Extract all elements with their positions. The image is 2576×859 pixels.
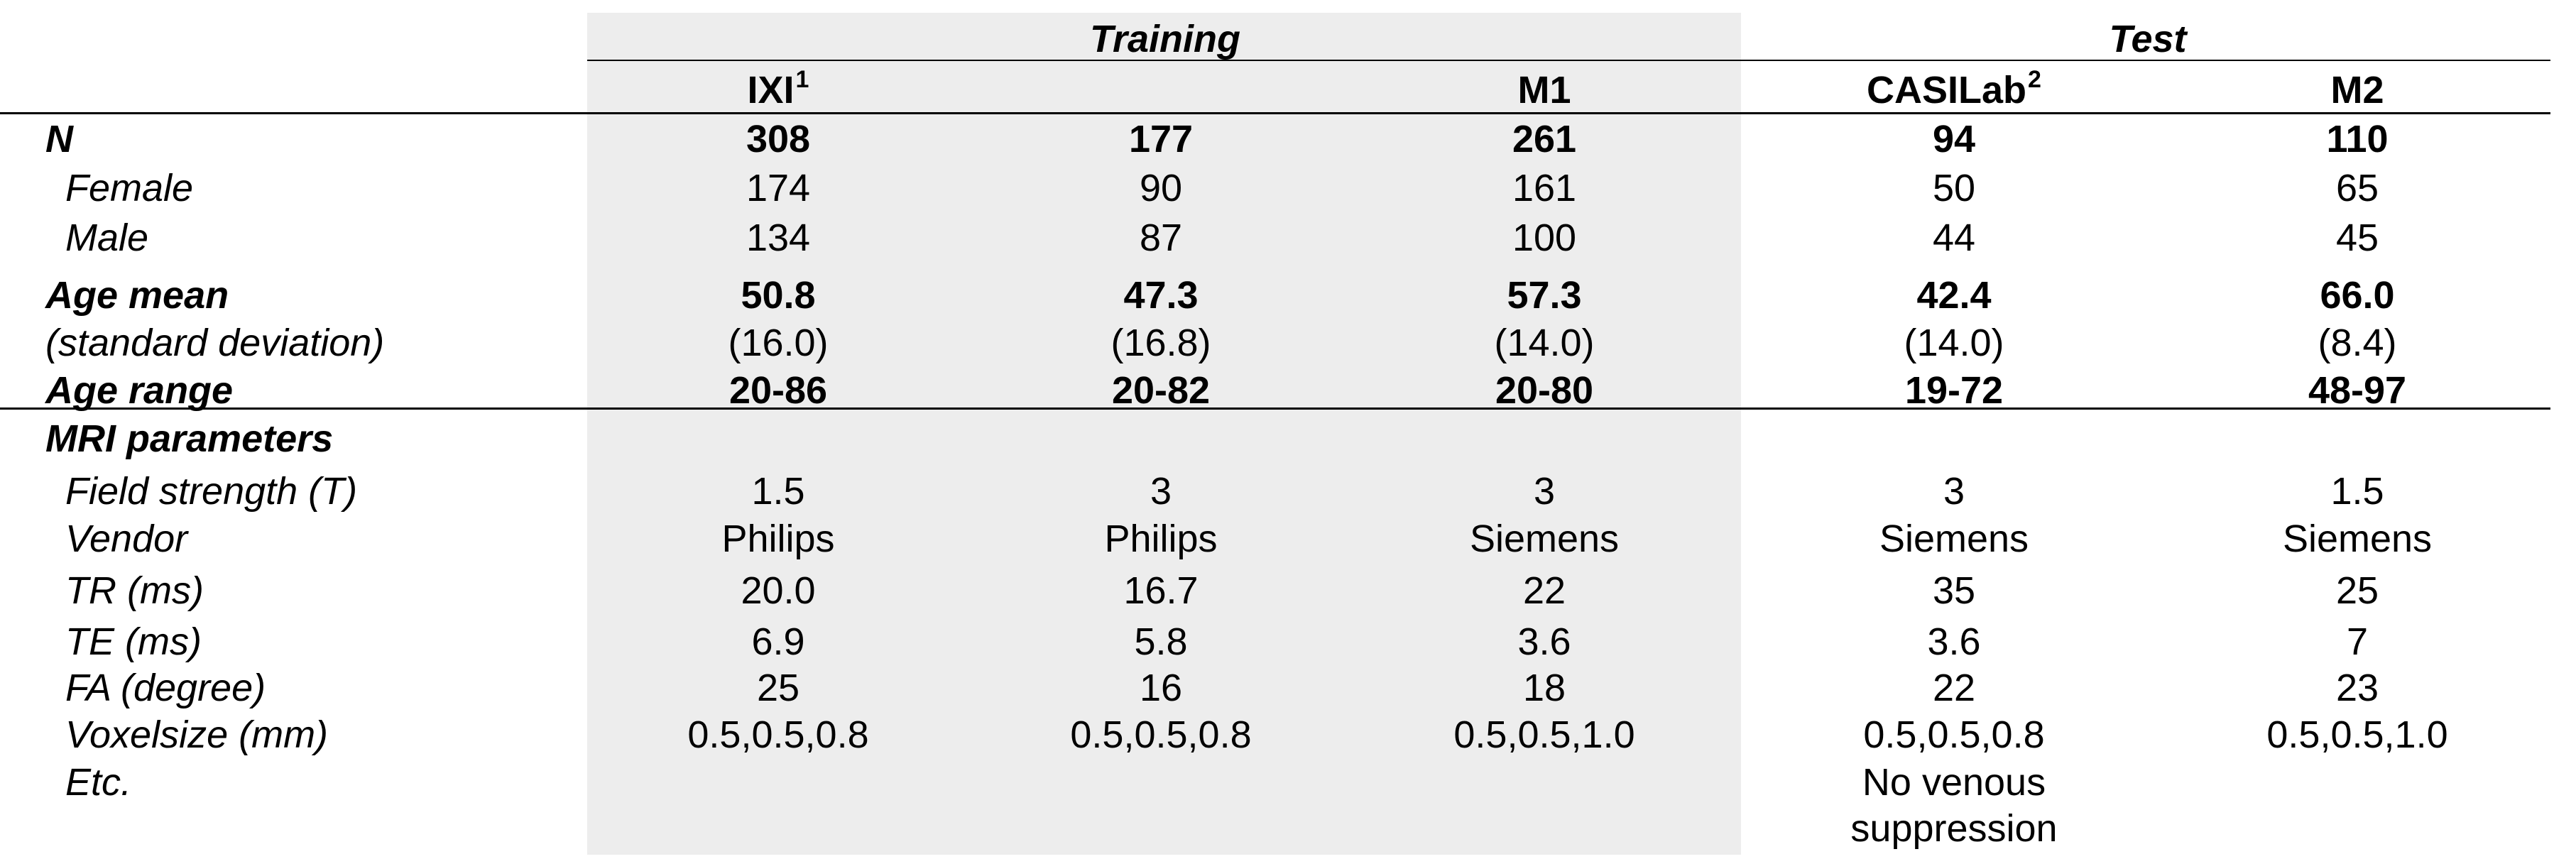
row-label-field-strength: Field strength (T) [65, 470, 358, 513]
cell-male-casilab: 44 [1932, 217, 1976, 259]
cell-voxel-col2: 0.5,0.5,0.8 [1070, 713, 1252, 756]
cell-n-ixi: 308 [746, 118, 811, 160]
cell-female-casilab: 50 [1932, 167, 1976, 209]
section-header-mri-parameters: MRI parameters [45, 417, 334, 460]
cell-etc-casilab-line1: No venous [1862, 761, 2046, 804]
cell-vendor-m1: Siemens [1469, 518, 1620, 560]
row-label-age-mean: Age mean [45, 274, 229, 317]
cell-te-ixi: 6.9 [751, 620, 805, 663]
cell-age-range-m1: 20-80 [1495, 369, 1594, 412]
cell-male-ixi: 134 [746, 217, 811, 259]
cell-male-m1: 100 [1512, 217, 1577, 259]
row-label-n: N [45, 118, 73, 160]
cell-age-mean-m1: 57.3 [1507, 274, 1582, 317]
row-label-age-range: Age range [45, 369, 234, 412]
cell-n-m1: 261 [1512, 118, 1577, 160]
cell-female-ixi: 174 [746, 167, 811, 209]
cell-fa-casilab: 22 [1932, 667, 1976, 709]
cell-age-mean-ixi: 50.8 [741, 274, 816, 317]
cell-tr-col2: 16.7 [1123, 569, 1199, 612]
training-underline [587, 60, 1741, 61]
column-header-rule [0, 112, 2550, 114]
cell-tr-m1: 22 [1522, 569, 1566, 612]
cell-female-m1: 161 [1512, 167, 1577, 209]
cell-tr-ixi: 20.0 [741, 569, 816, 612]
cell-age-range-m2: 48-97 [2308, 369, 2407, 412]
cell-field-col2: 3 [1150, 470, 1172, 513]
training-shading [587, 13, 1741, 855]
cell-age-sd-col2: (16.8) [1110, 322, 1211, 364]
row-label-etc: Etc. [65, 761, 132, 804]
cell-male-col2: 87 [1139, 217, 1183, 259]
cell-n-col2: 177 [1128, 118, 1194, 160]
cell-age-mean-m2: 66.0 [2320, 274, 2395, 317]
test-group-header: Test [2109, 18, 2187, 60]
cell-age-mean-casilab: 42.4 [1916, 274, 1992, 317]
cell-vendor-casilab: Siemens [1879, 518, 2029, 560]
cell-te-col2: 5.8 [1134, 620, 1188, 663]
cell-field-ixi: 1.5 [751, 470, 805, 513]
cell-age-range-col2: 20-82 [1111, 369, 1211, 412]
cell-voxel-ixi: 0.5,0.5,0.8 [687, 713, 869, 756]
cell-age-sd-ixi: (16.0) [728, 322, 829, 364]
row-label-female: Female [65, 167, 194, 209]
cell-field-casilab: 3 [1943, 470, 1965, 513]
cell-n-casilab: 94 [1932, 118, 1976, 160]
row-label-fa: FA (degree) [65, 667, 266, 709]
cell-age-sd-m1: (14.0) [1494, 322, 1595, 364]
cell-voxel-casilab: 0.5,0.5,0.8 [1863, 713, 2045, 756]
row-label-tr: TR (ms) [65, 569, 204, 612]
cell-fa-m2: 23 [2335, 667, 2379, 709]
row-label-male: Male [65, 217, 149, 259]
column-header-ixi: IXI1 [747, 66, 809, 111]
cell-voxel-m1: 0.5,0.5,1.0 [1453, 713, 1635, 756]
cell-te-m1: 3.6 [1517, 620, 1571, 663]
cell-tr-m2: 25 [2335, 569, 2379, 612]
cell-field-m2: 1.5 [2330, 470, 2384, 513]
cell-fa-ixi: 25 [756, 667, 800, 709]
cell-fa-col2: 16 [1139, 667, 1183, 709]
column-header-casilab: CASILab2 [1867, 66, 2041, 111]
test-underline [1741, 60, 2550, 61]
cell-age-sd-m2: (8.4) [2318, 322, 2397, 364]
cell-age-mean-col2: 47.3 [1123, 274, 1199, 317]
cell-vendor-m2: Siemens [2282, 518, 2433, 560]
cell-te-casilab: 3.6 [1927, 620, 1981, 663]
cell-field-m1: 3 [1533, 470, 1556, 513]
cell-age-sd-casilab: (14.0) [1904, 322, 2004, 364]
demographics-rule [0, 407, 2550, 410]
row-label-te: TE (ms) [65, 620, 202, 663]
column-header-m2: M2 [2330, 69, 2384, 111]
cell-fa-m1: 18 [1522, 667, 1566, 709]
cell-n-m2: 110 [2326, 118, 2389, 160]
row-label-voxelsize: Voxelsize (mm) [65, 713, 329, 756]
cell-vendor-ixi: Philips [721, 518, 835, 560]
cell-male-m2: 45 [2335, 217, 2379, 259]
cell-age-range-ixi: 20-86 [728, 369, 828, 412]
training-group-header: Training [1089, 18, 1241, 60]
cell-female-col2: 90 [1139, 167, 1183, 209]
cell-voxel-m2: 0.5,0.5,1.0 [2266, 713, 2448, 756]
cell-tr-casilab: 35 [1932, 569, 1976, 612]
row-label-standard-deviation: (standard deviation) [45, 322, 385, 364]
cell-te-m2: 7 [2346, 620, 2369, 663]
column-header-m1: M1 [1517, 69, 1571, 111]
row-label-vendor: Vendor [65, 518, 188, 560]
cell-etc-casilab-line2: suppression [1850, 807, 2058, 850]
cell-female-m2: 65 [2335, 167, 2379, 209]
cell-vendor-col2: Philips [1104, 518, 1218, 560]
cell-age-range-casilab: 19-72 [1904, 369, 2004, 412]
